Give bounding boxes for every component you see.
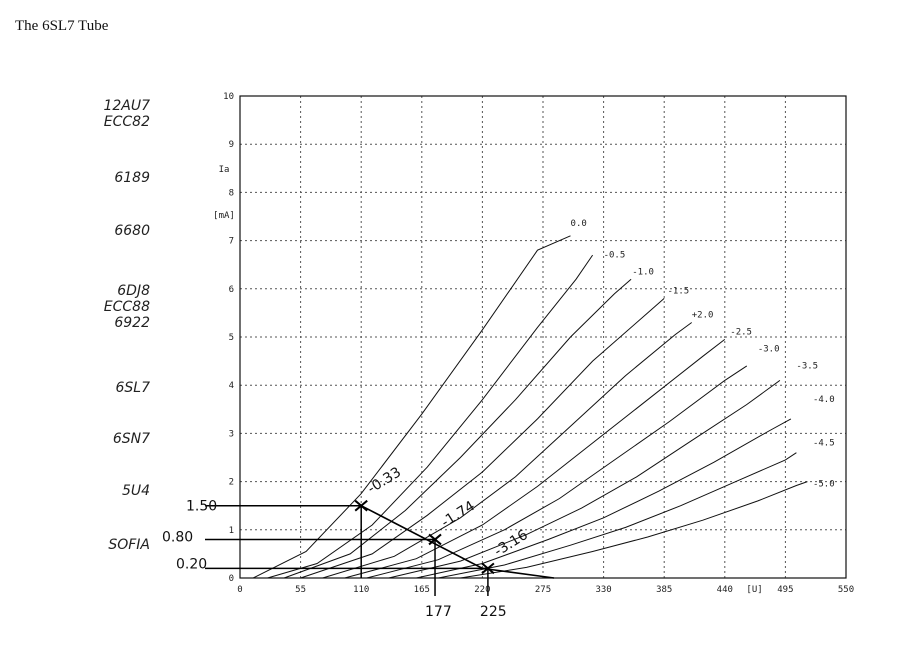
x-tick-label: 495 <box>777 585 793 595</box>
page-title: The 6SL7 Tube <box>15 18 109 34</box>
tube-list: 12AU7 ECC82 6189 6680 6DJ8 ECC88 6922 6SL7 6SN7 5… <box>0 0 180 658</box>
y-axis-label-unit: [mA] <box>213 211 235 221</box>
curve-label: 0.0 <box>571 219 587 229</box>
operating-point-mark <box>354 499 368 512</box>
operating-point-bias: -1.74 <box>439 498 478 531</box>
curve-label: -2.5 <box>730 328 752 338</box>
tube-link-5[interactable]: 6SN7 <box>0 431 150 447</box>
operating-point-bias: -0.33 <box>365 464 404 497</box>
tube-link-0[interactable]: 12AU7 ECC82 <box>0 98 150 130</box>
x-tick-label: 110 <box>353 585 369 595</box>
curve-label: -0.5 <box>604 250 626 260</box>
y-tick-label: 2 <box>229 478 234 488</box>
curve-label: -1.5 <box>668 287 690 297</box>
y-tick-label: 8 <box>229 188 234 198</box>
y-tick-label: 10 <box>223 92 234 102</box>
tube-link-1[interactable]: 6189 <box>0 170 150 186</box>
operating-point-bias: -3.16 <box>492 527 531 560</box>
curve-label: -4.5 <box>813 438 835 448</box>
x-tick-label: 275 <box>535 585 551 595</box>
tube-name: ECC82 <box>103 114 150 130</box>
y-tick-label: 1 <box>229 526 234 536</box>
tube-link-7[interactable]: SOFIA <box>0 537 150 553</box>
curve-2 <box>283 278 632 579</box>
tube-link-6[interactable]: 5U4 <box>0 483 150 499</box>
tube-name: 6SL7 <box>115 380 150 396</box>
y-tick-label: 5 <box>229 333 234 343</box>
tube-name: 6680 <box>114 223 150 239</box>
tube-name: SOFIA <box>108 537 150 553</box>
x-tick-label: 550 <box>838 585 854 595</box>
tube-link-2[interactable]: 6680 <box>0 223 150 239</box>
y-tick-label: 6 <box>229 285 234 295</box>
curve-8 <box>416 418 792 579</box>
operating-point-current: 0.20 <box>176 556 207 572</box>
curve-label: -3.0 <box>758 344 780 354</box>
curve-6 <box>366 365 748 579</box>
curve-7 <box>388 379 781 579</box>
curve-5 <box>344 339 726 579</box>
tube-name: 6922 <box>114 315 150 331</box>
y-tick-label: 0 <box>229 574 234 584</box>
y-tick-label: 7 <box>229 237 234 247</box>
plot-frame <box>239 95 847 579</box>
y-tick-label: 9 <box>229 140 234 150</box>
x-tick-label: 330 <box>595 585 611 595</box>
curve-label: -3.5 <box>796 361 818 371</box>
curve-label: -4.0 <box>813 395 835 405</box>
curve-label: -1.0 <box>632 267 654 277</box>
tube-name: ECC88 <box>103 299 150 315</box>
x-tick-label: 440 <box>717 585 733 595</box>
tube-link-4[interactable]: 6SL7 <box>0 380 150 396</box>
x-tick-label: 165 <box>414 585 430 595</box>
tube-name: 5U4 <box>121 483 150 499</box>
operating-point-voltage: 225 <box>480 604 507 620</box>
x-tick-label: 220 <box>474 585 490 595</box>
operating-point-mark <box>428 533 442 546</box>
curve-9 <box>438 452 797 579</box>
x-axis-label: [U] <box>746 585 762 595</box>
curve-4 <box>322 322 692 579</box>
curve-1 <box>267 254 594 579</box>
tube-link-3[interactable]: 6DJ8 ECC88 6922 <box>0 283 150 331</box>
operating-point-mark <box>481 562 495 575</box>
operating-point-current: 1.50 <box>186 499 217 515</box>
y-tick-label: 4 <box>229 381 234 391</box>
operating-point-current: 0.80 <box>162 529 193 545</box>
x-tick-label: 0 <box>237 585 242 595</box>
y-axis-label-quantity: Ia <box>219 165 230 175</box>
operating-point-voltage: 177 <box>425 604 452 620</box>
tube-name: 12AU7 <box>103 98 150 114</box>
curve-3 <box>300 298 665 579</box>
x-tick-label: 385 <box>656 585 672 595</box>
curve-0 <box>252 235 571 579</box>
curve-10 <box>460 481 808 579</box>
tube-name: 6189 <box>114 170 150 186</box>
curve-label: -5.0 <box>813 479 835 489</box>
curve-label: +2.0 <box>692 311 714 321</box>
tube-name: 6SN7 <box>112 431 150 447</box>
y-tick-label: 3 <box>229 429 234 439</box>
x-tick-label: 55 <box>295 585 306 595</box>
tube-name: 6DJ8 <box>117 283 150 299</box>
